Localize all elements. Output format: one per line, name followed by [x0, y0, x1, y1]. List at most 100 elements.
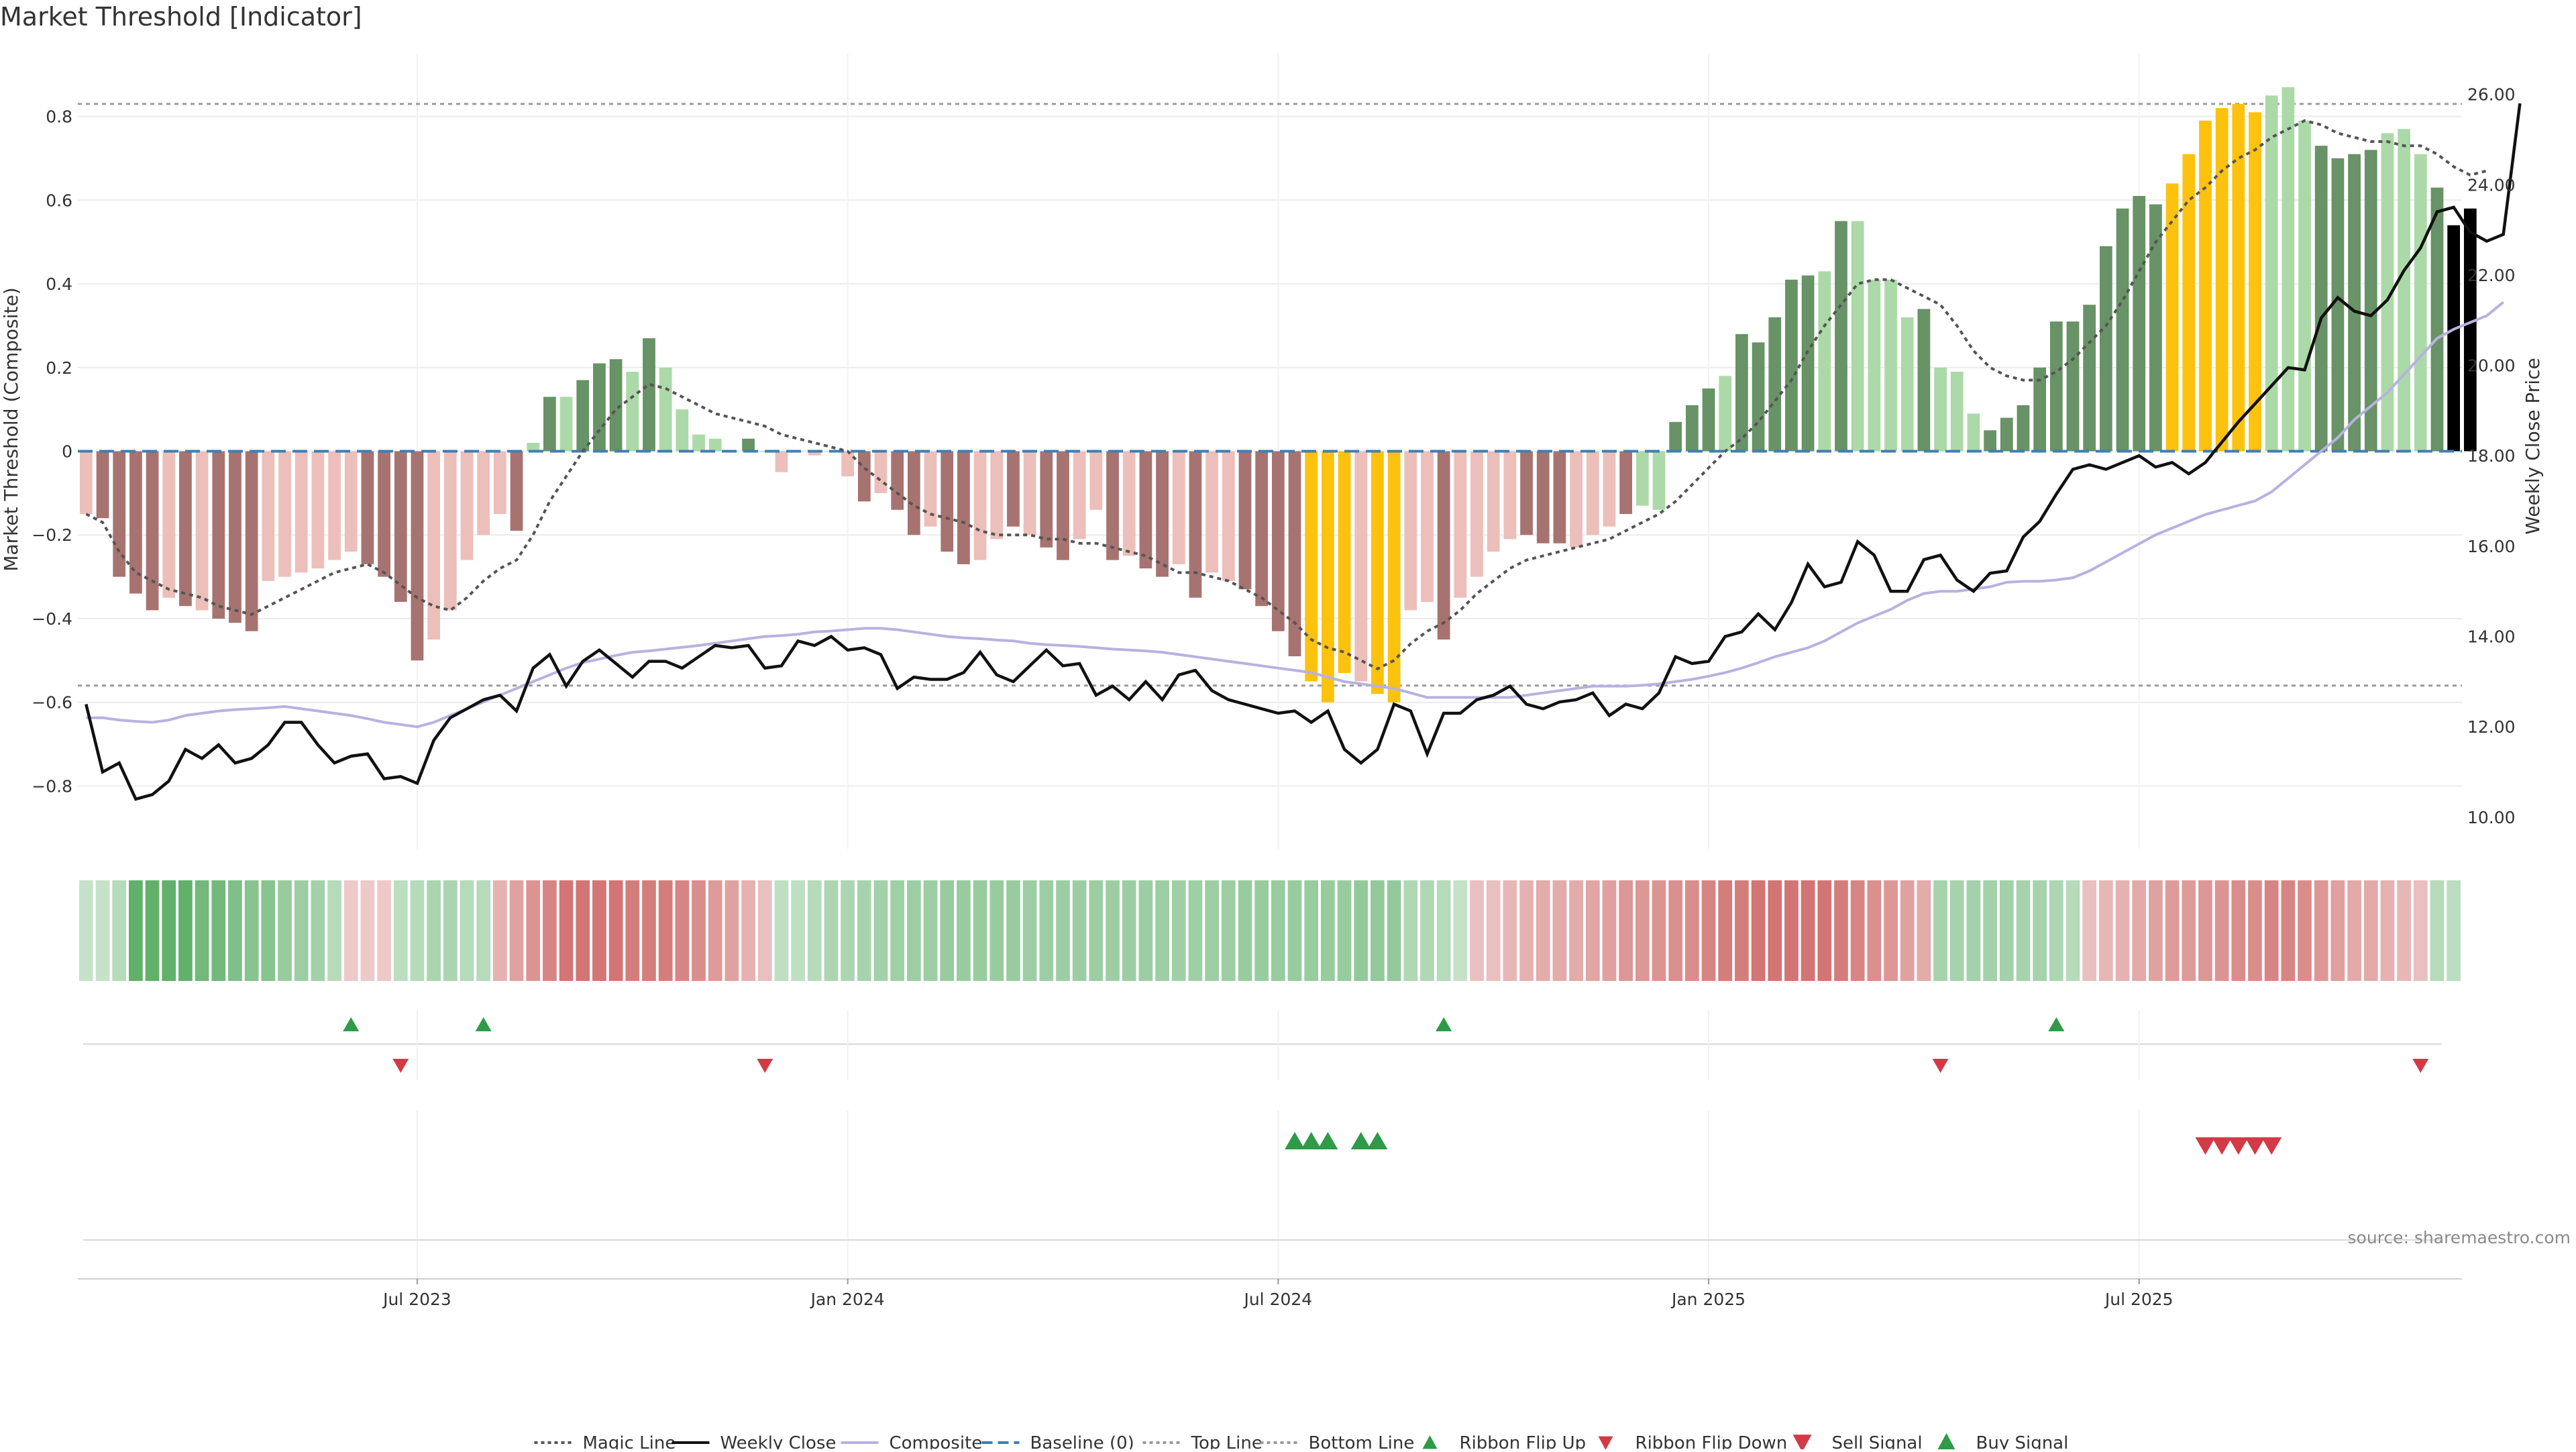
ribbon-cell [1684, 880, 1699, 981]
ribbon-flip-down-marker [2412, 1059, 2429, 1073]
ribbon-cell [1403, 880, 1418, 981]
composite-bar [527, 443, 540, 452]
buy-signal-marker [1301, 1132, 1322, 1149]
legend-swatch [1598, 1436, 1613, 1450]
composite-bar [129, 451, 142, 594]
composite-bar [1586, 451, 1599, 535]
composite-bar [2049, 321, 2063, 452]
ribbon-cell [1519, 880, 1534, 981]
ribbon-flip-up-marker [1436, 1017, 1452, 1031]
x-tick-label: Jan 2024 [810, 1290, 885, 1309]
ribbon-cell [1470, 880, 1484, 981]
ribbon-cell [1321, 880, 1335, 981]
composite-bar [328, 451, 341, 560]
composite-bar [2199, 120, 2212, 452]
composite-bar [891, 451, 904, 510]
ribbon-cell [2149, 880, 2163, 981]
ribbon-cell [1552, 880, 1567, 981]
right-tick-label: 10.00 [2462, 808, 2516, 827]
composite-bar [1520, 451, 1533, 535]
ribbon-cell [327, 880, 341, 981]
ribbon-cell [1983, 880, 1997, 981]
composite-bar [1603, 451, 1616, 527]
ribbon-cell [1387, 880, 1401, 981]
source-note: source: sharemaestro.com [2348, 1228, 2571, 1247]
ribbon-cell [2363, 880, 2378, 981]
ribbon-cell [1834, 880, 1848, 981]
ribbon-cell [2380, 880, 2395, 981]
ribbon-cell [2099, 880, 2113, 981]
ribbon-flip-panel [83, 1010, 2442, 1080]
composite-bar [1768, 317, 1782, 452]
buy-signal-marker [1285, 1132, 1305, 1149]
composite-bar [907, 451, 920, 535]
composite-bar [1503, 451, 1517, 539]
composite-bar [990, 451, 1004, 539]
composite-bar [394, 451, 407, 603]
ribbon-cell [1420, 880, 1434, 981]
ribbon-cell [2413, 880, 2428, 981]
ribbon-cell [526, 880, 541, 981]
ribbon-cell [244, 880, 259, 981]
composite-bar [1238, 451, 1252, 590]
ribbon-cell [145, 880, 160, 981]
composite-bar [1570, 451, 1582, 548]
ribbon-cell [1371, 880, 1385, 981]
ribbon-cell [2016, 880, 2031, 981]
ribbon-cell [2430, 880, 2445, 981]
ribbon-cell [592, 880, 606, 981]
ribbon-cell [1966, 880, 1981, 981]
ribbon-cell [1006, 880, 1020, 981]
composite-bar [510, 451, 523, 531]
ribbon-cell [1999, 880, 2014, 981]
ribbon-cell [2082, 880, 2097, 981]
left-axis-ticks: 0.8 0.6 0.4 0.2 0 −0.2 −0.4 −0.6 −0.8 [32, 107, 72, 796]
legend-entry: Baseline (0) [981, 1433, 1134, 1452]
buy-signal-marker [1367, 1132, 1388, 1149]
ribbon-cell [1138, 880, 1153, 981]
composite-bar [1437, 451, 1450, 640]
ribbon-cell [923, 880, 938, 981]
ribbon-cell [1122, 880, 1136, 981]
ribbon-cell [559, 880, 574, 981]
composite-bar [957, 451, 970, 564]
right-tick-label: 14.00 [2462, 627, 2516, 647]
composite-bar [2314, 146, 2328, 452]
composite-bar [1934, 367, 1947, 452]
ribbon-cell [2065, 880, 2080, 981]
composite-bar [626, 372, 639, 452]
ribbon-cell [460, 880, 474, 981]
composite-bar [2447, 225, 2461, 452]
composite-bar [2414, 154, 2427, 452]
composite-bar [1255, 451, 1269, 607]
composite-bar [361, 451, 374, 564]
ribbon-cell [1884, 880, 1898, 981]
ribbon-cell [1635, 880, 1650, 981]
ribbon-cell [1039, 880, 1054, 981]
composite-bar [113, 451, 126, 577]
composite-bar [1735, 333, 1748, 452]
composite-bar [857, 451, 871, 502]
composite-bar [1835, 221, 1847, 452]
ribbon-cell [957, 880, 971, 981]
composite-bar [1122, 451, 1136, 556]
composite-bar [2099, 246, 2112, 452]
composite-bar [2331, 158, 2345, 452]
legend-entry: Bottom Line [1260, 1433, 1414, 1452]
composite-bar [427, 451, 441, 640]
ribbon-cell [1933, 880, 1947, 981]
ribbon-cell [211, 880, 226, 981]
composite-bar [609, 359, 623, 452]
ribbon-cell [1304, 880, 1319, 981]
ribbon-cell [907, 880, 921, 981]
top-bottom-lines [78, 103, 2462, 687]
composite-bar [493, 451, 506, 515]
composite-bar [443, 451, 457, 611]
right-tick-label: 22.00 [2462, 266, 2516, 285]
composite-bar [1851, 221, 1864, 452]
composite-bar [643, 338, 655, 452]
composite-bar [2298, 120, 2311, 452]
composite-bar [195, 451, 209, 611]
